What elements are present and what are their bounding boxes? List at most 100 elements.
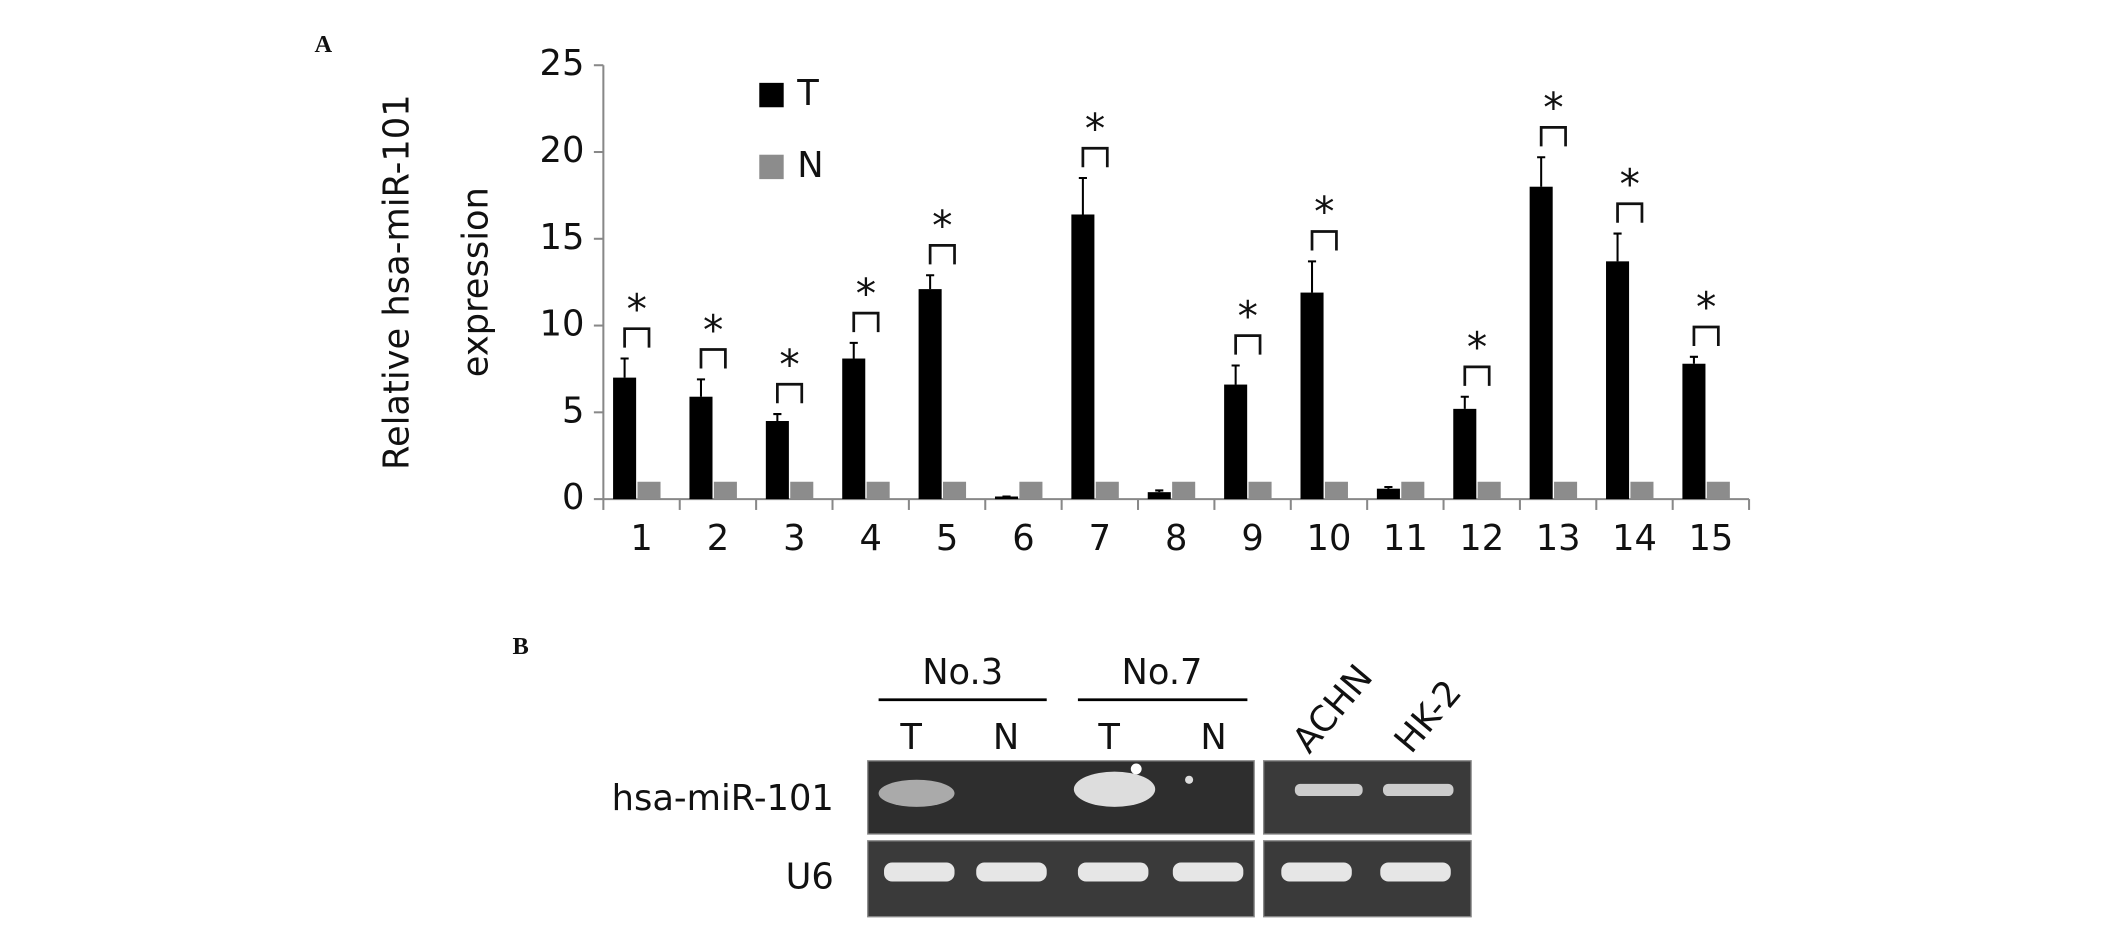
bar [1172,481,1196,500]
x-tick-label: 15 [1688,518,1733,559]
significance-bracket [1234,334,1262,355]
bar [1019,481,1043,500]
bar [943,481,967,500]
cell-line-label: ACHN [1285,657,1381,761]
x-tick-label: 8 [1165,518,1187,559]
significance-mark: * [1543,84,1563,132]
gel-image [1262,760,1472,835]
lane-label: N [1200,717,1226,758]
bar [1630,481,1654,500]
x-tick-label: 4 [859,518,881,559]
significance-bracket [1463,365,1491,386]
band [1073,771,1156,807]
panel-label: B [513,633,529,660]
lane-label: T [1097,717,1120,758]
bar [1682,363,1706,500]
x-tick-label: 12 [1459,518,1504,559]
error-bar [1155,489,1164,493]
band [1294,783,1363,797]
band [884,862,955,882]
error-bar [696,378,706,397]
cell-line-label: HK-2 [1386,672,1470,760]
significance-mark: * [627,285,647,333]
bar [637,481,661,500]
lane-label: T [899,717,922,758]
band [1382,783,1454,797]
significance-mark: * [1238,292,1258,340]
significance-mark: * [779,341,799,389]
y-tick-label: 10 [540,304,585,345]
band [976,862,1047,882]
significance-bracket [1081,146,1109,168]
bar [1071,214,1095,500]
y-tick-label: 15 [540,217,585,258]
x-tick-label: 1 [630,518,652,559]
error-bar [1384,485,1393,489]
band [1185,775,1194,784]
error-bar [1689,355,1698,364]
bar [1324,481,1348,500]
bar [1147,492,1171,500]
significance-bracket [1616,202,1644,223]
bar [866,481,890,500]
x-tick-label: 13 [1536,518,1581,559]
bar [1706,481,1730,500]
significance-mark: * [1467,324,1487,372]
significance-mark: * [932,202,952,250]
significance-mark: * [1696,284,1716,332]
significance-mark: * [1620,160,1640,208]
bar [1248,481,1272,500]
bar [790,481,814,500]
error-bar [1537,156,1546,187]
bar [1529,186,1553,500]
lane-label: N [993,717,1019,758]
bar [994,496,1019,500]
band [878,779,955,807]
x-tick-label: 7 [1089,518,1111,559]
legend-label: N [797,145,823,186]
bar [1300,292,1324,500]
significance-mark: * [703,306,723,354]
x-tick-label: 2 [707,518,729,559]
panel-label: A [315,31,333,58]
legend-swatch [759,82,784,108]
bar [1095,481,1119,500]
band [1172,862,1244,882]
y-tick-label: 20 [540,130,585,171]
row-label: hsa-miR-101 [612,778,834,819]
significance-mark: * [856,270,876,318]
error-bar [773,413,782,422]
y-axis-label: Relative hsa-miR-101 [377,94,418,470]
bar [1376,488,1400,500]
bar [689,396,713,500]
significance-bracket [1692,325,1720,346]
error-bar [849,341,858,359]
error-bar [1231,364,1240,385]
error-bar [1613,232,1622,262]
bar [765,421,789,500]
x-tick-label: 3 [783,518,805,559]
x-tick-label: 11 [1383,518,1428,559]
bar [1224,384,1248,500]
band [1077,862,1149,882]
legend-label: T [796,73,819,114]
significance-bracket [623,327,651,348]
bar [918,289,942,500]
band [1130,763,1142,775]
significance-bracket [1310,230,1338,251]
error-bar [1078,177,1087,215]
bar [713,481,737,500]
bar [1477,481,1501,500]
y-axis-label: expression [455,187,496,377]
significance-bracket [1539,126,1567,147]
x-tick-label: 9 [1241,518,1263,559]
significance-mark: * [1085,105,1105,153]
x-tick-label: 10 [1307,518,1352,559]
x-tick-label: 6 [1012,518,1034,559]
error-bar [620,357,629,378]
legend-swatch [759,154,784,180]
x-tick-label: 5 [936,518,958,559]
gel-panel: No.3 No.7 T N T N ACHN HK-2 hsa-miR-101 … [612,652,1472,918]
